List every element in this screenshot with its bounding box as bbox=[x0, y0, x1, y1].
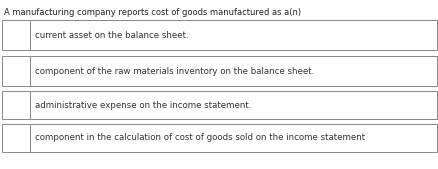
Bar bbox=[2, 20, 436, 50]
Bar bbox=[2, 91, 436, 119]
Bar bbox=[2, 56, 436, 86]
Text: component in the calculation of cost of goods sold on the income statement: component in the calculation of cost of … bbox=[35, 134, 364, 142]
Text: administrative expense on the income statement.: administrative expense on the income sta… bbox=[35, 101, 251, 110]
Bar bbox=[2, 124, 436, 152]
Text: component of the raw materials inventory on the balance sheet.: component of the raw materials inventory… bbox=[35, 66, 314, 76]
Text: A manufacturing company reports cost of goods manufactured as a(n): A manufacturing company reports cost of … bbox=[4, 8, 300, 17]
Text: current asset on the balance sheet.: current asset on the balance sheet. bbox=[35, 30, 188, 40]
